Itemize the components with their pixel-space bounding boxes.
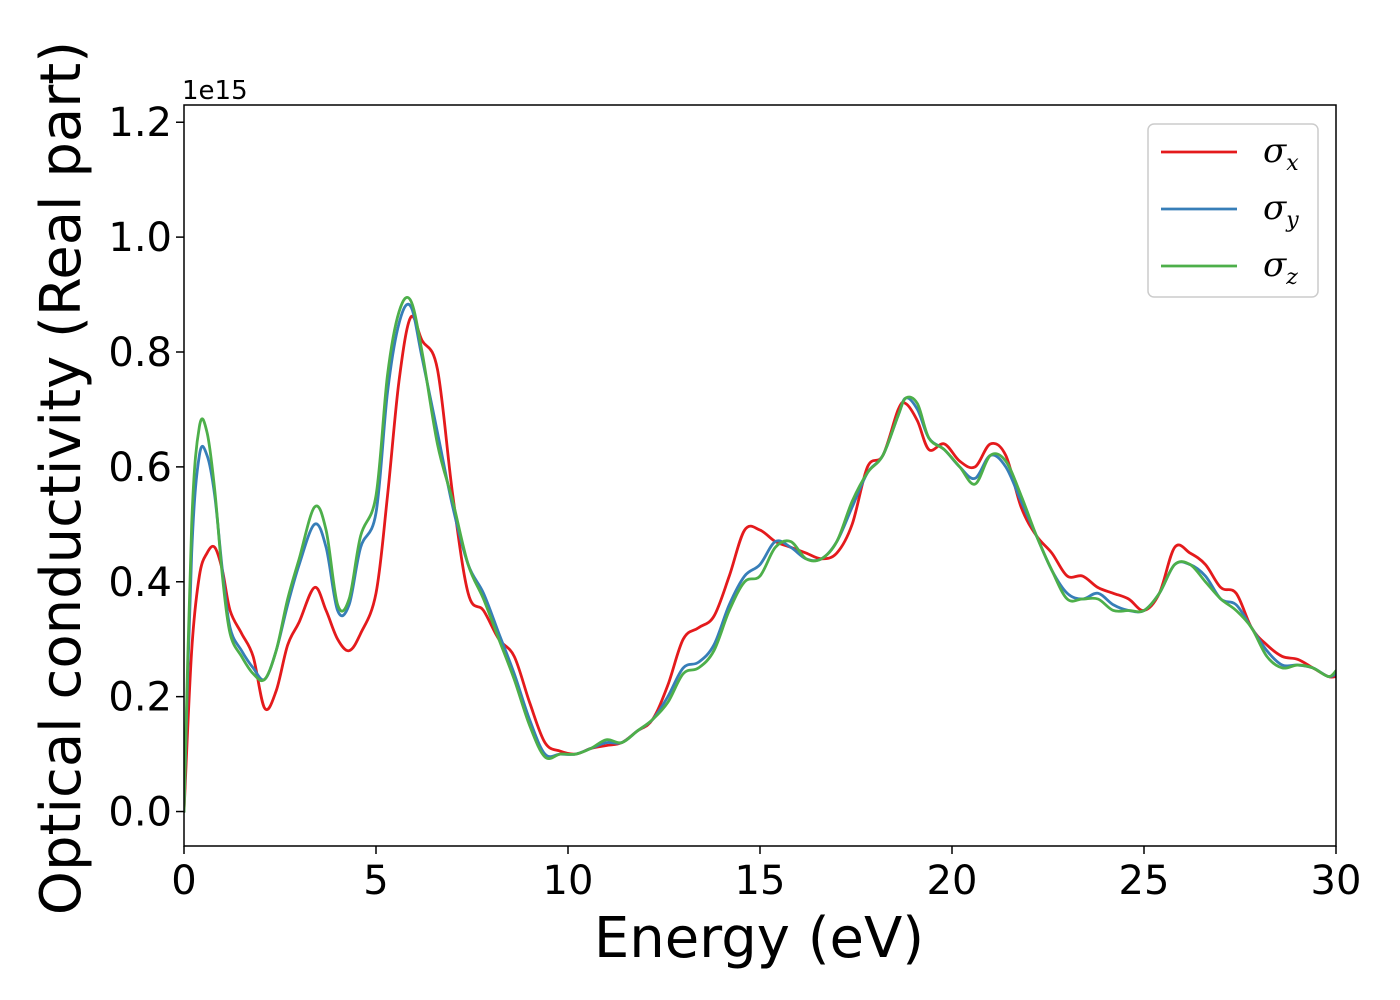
plot-frame bbox=[183, 104, 1337, 847]
y-axis-title: Optical conductivity (Real part) bbox=[29, 41, 94, 915]
y-offset-label: 1e15 bbox=[182, 76, 248, 106]
y-tick-label: 1.2 bbox=[108, 100, 172, 146]
x-tick-label: 30 bbox=[1311, 858, 1362, 904]
series-line-z bbox=[184, 296, 1336, 813]
y-tick-label: 0.2 bbox=[108, 675, 172, 721]
x-tick-label: 10 bbox=[543, 858, 594, 904]
legend-label-z: σz bbox=[1263, 245, 1298, 290]
x-axis-title: Energy (eV) bbox=[594, 906, 924, 971]
legend: σx σy σz bbox=[1147, 123, 1319, 298]
series-lines bbox=[184, 296, 1336, 813]
legend-box bbox=[1147, 123, 1319, 298]
x-axis-ticks: 0 5 10 15 20 25 30 bbox=[171, 846, 1361, 904]
y-tick-label: 0.8 bbox=[108, 330, 172, 376]
x-tick-label: 20 bbox=[927, 858, 978, 904]
y-tick-label: 0.6 bbox=[108, 445, 172, 491]
x-tick-label: 25 bbox=[1119, 858, 1170, 904]
series-line-x bbox=[184, 314, 1336, 813]
legend-label-y: σy bbox=[1263, 188, 1299, 233]
y-axis-ticks: 0.0 0.2 0.4 0.6 0.8 1.0 1.2 bbox=[108, 100, 184, 836]
y-tick-label: 0.0 bbox=[108, 790, 172, 836]
y-tick-label: 1.0 bbox=[108, 215, 172, 261]
x-tick-label: 0 bbox=[171, 858, 196, 904]
legend-label-x: σx bbox=[1263, 131, 1299, 176]
x-tick-label: 15 bbox=[735, 858, 786, 904]
y-tick-label: 0.4 bbox=[108, 560, 172, 606]
x-tick-label: 5 bbox=[363, 858, 388, 904]
